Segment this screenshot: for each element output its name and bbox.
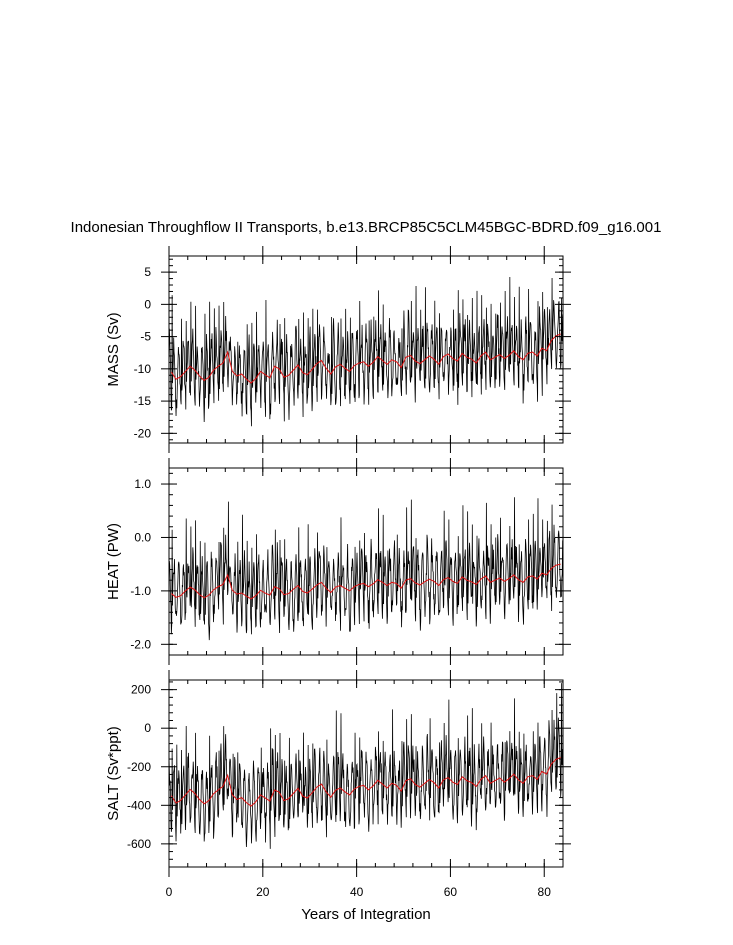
y-tick-label: -200 — [127, 760, 151, 774]
heat-y-axis-label: HEAT (PW) — [105, 523, 122, 600]
x-tick-label: 40 — [350, 885, 364, 899]
salt-plot-frame — [168, 679, 564, 868]
x-tick-label: 60 — [444, 885, 458, 899]
y-tick-label: -20 — [134, 426, 152, 440]
y-tick-label: 1.0 — [134, 477, 151, 491]
y-tick-label: -400 — [127, 798, 151, 812]
y-tick-label: 5 — [144, 265, 151, 279]
x-tick-label: 20 — [256, 885, 270, 899]
panel-salt: 200 0 -200 -400 -600 SALT (Sv*ppt) — [105, 670, 571, 877]
y-tick-label: 200 — [131, 683, 151, 697]
y-tick-label: -2.0 — [130, 637, 151, 651]
salt-y-axis-label: SALT (Sv*ppt) — [105, 726, 122, 820]
mass-annual-mean-line — [170, 333, 561, 384]
heat-annual-mean-line — [171, 563, 561, 600]
y-tick-label: -600 — [127, 837, 151, 851]
panel-mass: 5 0 -5 -10 -15 -20 MASS (Sv) — [105, 246, 571, 453]
mass-plot-frame — [168, 255, 564, 444]
y-tick-label: -1.0 — [130, 584, 151, 598]
x-axis-label: Years of Integration — [301, 906, 431, 923]
y-tick-label: -5 — [140, 330, 151, 344]
y-tick-label: -15 — [134, 394, 152, 408]
y-tick-label: -10 — [134, 362, 152, 376]
chart-title: Indonesian Throughflow II Transports, b.… — [71, 219, 662, 236]
y-tick-label: 0 — [144, 297, 151, 311]
salt-annual-mean-line — [170, 757, 561, 807]
x-tick-label: 80 — [538, 885, 552, 899]
mass-monthly-line — [169, 277, 563, 427]
y-tick-label: 0 — [144, 721, 151, 735]
mass-y-axis-label: MASS (Sv) — [105, 312, 122, 386]
salt-monthly-line — [169, 683, 563, 849]
heat-monthly-line — [169, 497, 563, 641]
panel-heat: 1.0 0.0 -1.0 -2.0 HEAT (PW) — [105, 458, 571, 665]
y-tick-label: 0.0 — [134, 530, 151, 544]
x-tick-label: 0 — [166, 885, 173, 899]
heat-plot-frame — [168, 467, 564, 656]
